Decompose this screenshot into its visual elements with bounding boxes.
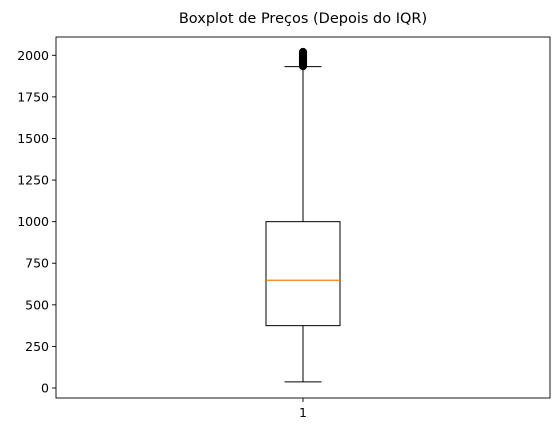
y-tick-label: 1750 bbox=[17, 89, 49, 104]
y-tick-label: 1500 bbox=[17, 131, 49, 146]
y-tick-label: 2000 bbox=[17, 48, 49, 63]
x-tick-label: 1 bbox=[299, 405, 307, 420]
y-tick-label: 1250 bbox=[17, 173, 49, 188]
iqr-box bbox=[265, 221, 341, 327]
plot-area: 0 250 500 750 1000 1250 1500 1750 2000 1 bbox=[17, 36, 551, 420]
y-tick-label: 1000 bbox=[17, 214, 49, 229]
y-tick-label: 0 bbox=[41, 381, 49, 396]
y-tick-label: 750 bbox=[25, 256, 49, 271]
y-tick-label: 250 bbox=[25, 339, 49, 354]
outlier-point bbox=[298, 47, 308, 57]
y-tick-label: 500 bbox=[25, 297, 49, 312]
chart-title: Boxplot de Preços (Depois do IQR) bbox=[179, 11, 427, 27]
